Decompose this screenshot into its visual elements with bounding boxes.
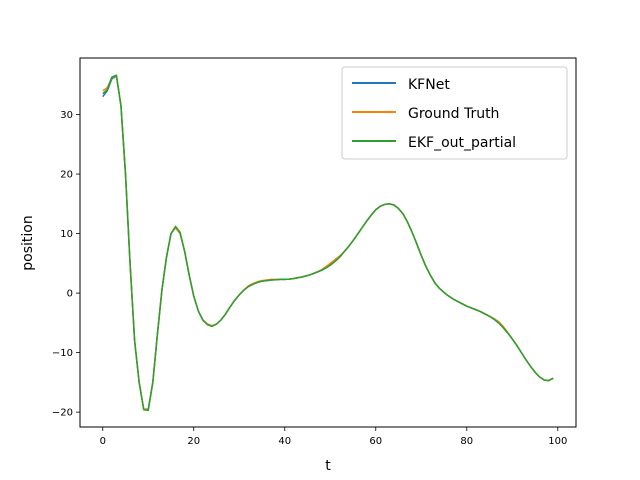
x-tick-label: 40 bbox=[278, 436, 291, 447]
y-tick-label: 20 bbox=[60, 170, 73, 181]
x-tick-label: 0 bbox=[100, 436, 106, 447]
x-tick-label: 20 bbox=[187, 436, 200, 447]
legend-label-ground-truth: Ground Truth bbox=[408, 106, 499, 122]
y-axis-label: position bbox=[20, 215, 36, 270]
y-tick-label: 30 bbox=[60, 110, 73, 121]
y-tick-label: 10 bbox=[60, 229, 73, 240]
legend-label-kfnet: KFNet bbox=[408, 77, 450, 93]
legend-box bbox=[341, 66, 568, 160]
y-tick-label: −10 bbox=[52, 348, 73, 359]
x-tick-label: 60 bbox=[369, 436, 382, 447]
plot-frame bbox=[79, 57, 577, 428]
x-tick-label: 80 bbox=[460, 436, 473, 447]
series-layer bbox=[102, 74, 554, 412]
y-tick-label: 0 bbox=[67, 289, 73, 300]
series-line-ekf-out-partial bbox=[102, 74, 554, 412]
legend-label-ekf-out-partial: EKF_out_partial bbox=[408, 135, 516, 151]
tick-layer: 0 20 40 60 80 100 −20 −10 0 10 20 30 bbox=[52, 110, 567, 447]
x-tick-label: 100 bbox=[548, 436, 567, 447]
legend: KFNet Ground Truth EKF_out_partial bbox=[341, 66, 568, 160]
y-tick-label: −20 bbox=[52, 408, 73, 419]
x-axis-label: t bbox=[325, 458, 331, 474]
